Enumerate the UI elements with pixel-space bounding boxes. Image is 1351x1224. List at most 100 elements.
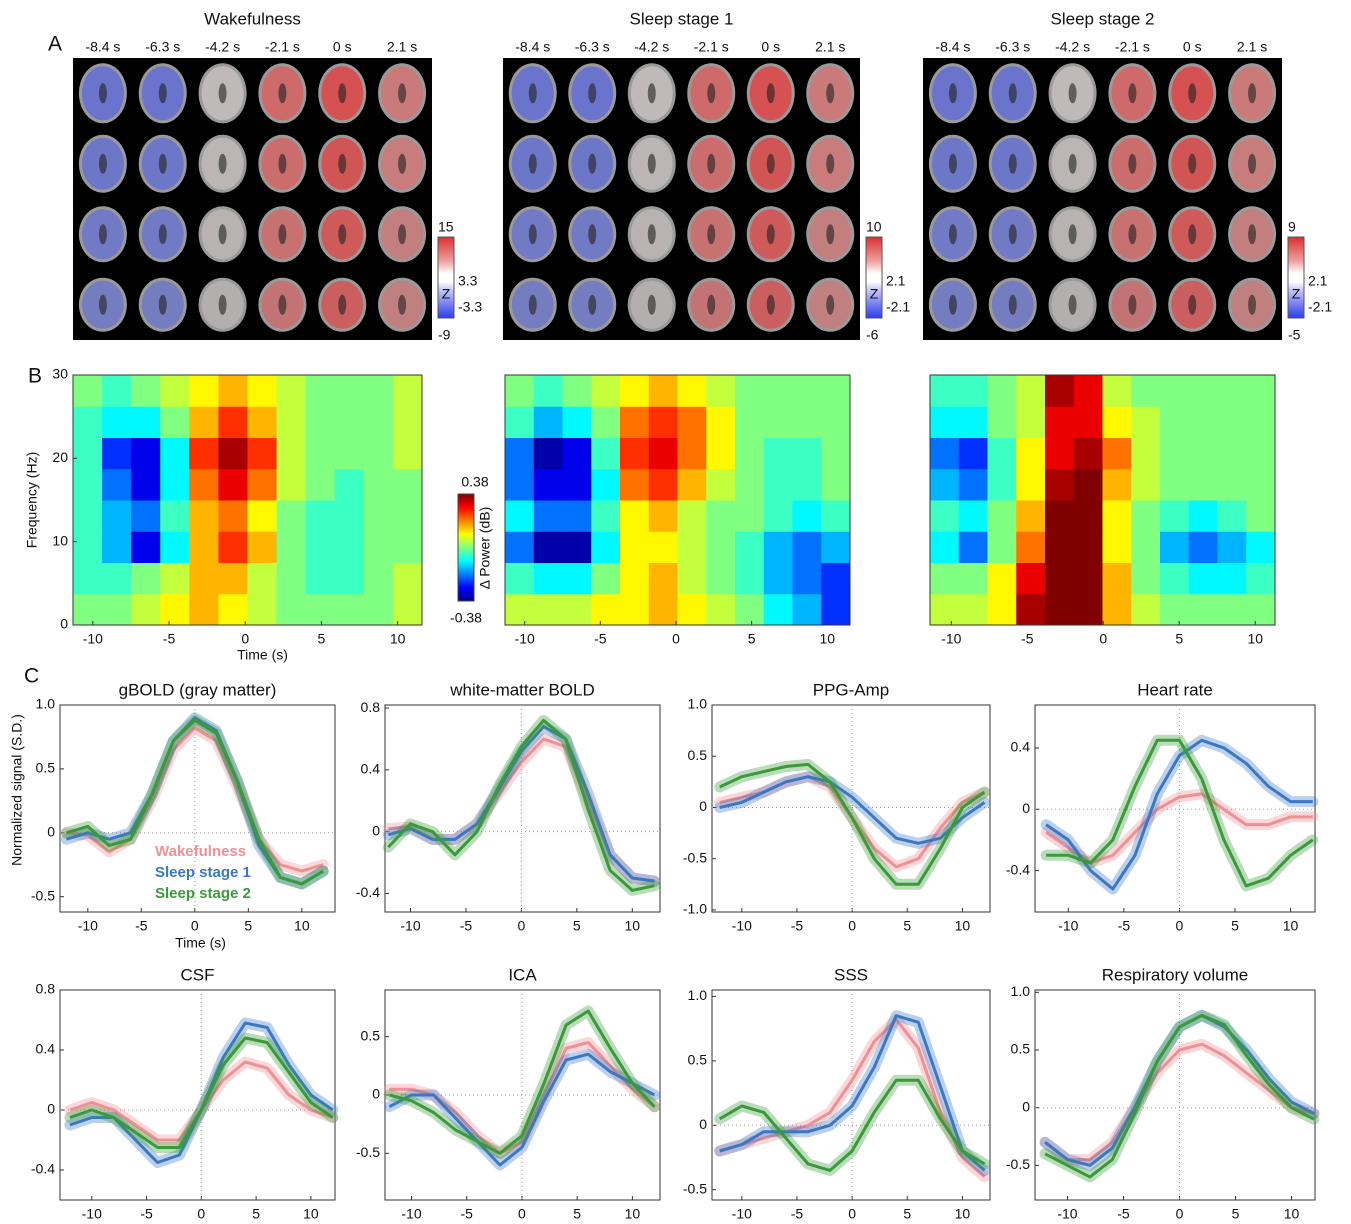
x-tick-label: -5 [791,918,804,934]
brain-ventricle [1068,224,1077,245]
heatmap-cell [648,437,678,470]
y-tick-label: 0.8 [36,981,56,997]
brain-ventricle [948,224,957,245]
brain-ventricle [1128,294,1137,315]
heatmap-cell [1131,531,1161,563]
heatmap-cell [247,562,278,595]
heatmap-cell [218,500,248,532]
heatmap-cell [677,500,707,532]
heatmap-cell [792,562,822,595]
heatmap-cell [677,406,707,438]
heatmap-cell [648,593,678,626]
x-tick-label: -10 [732,918,752,934]
brain-ventricle [338,224,347,245]
heatmap-cell [1102,406,1132,438]
heatmap-cell [792,406,822,438]
x-tick-label: 0 [1176,918,1184,934]
heatmap-cell [706,437,736,470]
heatmap-cell [392,468,423,501]
y-tick-label: 0.5 [36,760,56,776]
x-tick-label: -10 [83,631,103,647]
heatmap-cell [73,500,103,532]
legend-entry: Sleep stage 1 [155,864,251,881]
heatmap-cell [821,593,851,626]
heatmap-cell [821,500,851,532]
heatmap-cell [1160,468,1190,501]
heatmap-cell [1246,593,1276,626]
heatmap-cell [102,531,132,563]
heatmap-cell [1188,562,1218,595]
heatmap-cell [218,468,248,501]
heatmap-cell [1217,531,1247,563]
heatmap-cell [1102,593,1132,626]
heatmap-cell [276,437,307,470]
brain-ventricle [1008,294,1017,315]
heatmap-cell [763,468,793,501]
heatmap-cell [1188,531,1218,563]
heatmap-cell [1045,406,1075,438]
heatmap-cell [1016,375,1046,407]
heatmap-cell [677,437,707,470]
brain-ventricle [1188,153,1197,174]
heatmap-cell [987,593,1017,626]
heatmap-cell [1073,406,1103,438]
brain-ventricle [588,294,597,315]
heatmap-cell [930,437,960,470]
brain-panel [73,58,432,340]
heatmap-cell [363,406,394,438]
x-tick-label: 10 [1284,1206,1300,1222]
brain-panel [923,58,1282,340]
heatmap-cell [958,593,988,626]
y-tick-label: 1.0 [1011,983,1031,999]
series-line [388,1052,656,1167]
heatmap-cell [1073,437,1103,470]
heatmap-cell [930,562,960,595]
brain-ventricle [528,224,537,245]
heatmap-cell [363,531,394,563]
panel-label: A [48,33,62,56]
heatmap-cell [160,531,190,563]
y-tick-label: 0 [1022,1098,1030,1114]
x-tick-label: -5 [460,918,473,934]
heatmap-cell [591,531,621,563]
heatmap-cell [392,531,423,563]
heatmap-cell [131,437,161,470]
x-tick-label: 10 [390,631,406,647]
heatmap-cell [363,468,394,501]
colorbar [457,493,475,602]
panel-title: Sleep stage 1 [630,9,734,28]
x-tick-label: -10 [78,918,98,934]
brain-ventricle [278,153,287,174]
panel-label: C [24,665,39,688]
heatmap-cell [102,437,132,470]
heatmap-cell [505,500,535,532]
heatmap-cell [706,531,736,563]
heatmap-cell [677,562,707,595]
heatmap-cell [189,375,219,407]
y-axis-label: Frequency (Hz) [24,452,40,548]
series-line [1046,738,1314,888]
heatmap-cell [958,531,988,563]
series-line [1044,1042,1315,1162]
colorbar [437,236,455,319]
heatmap-cell [1131,406,1161,438]
x-tick-label: 5 [903,1206,911,1222]
brain-ventricle [218,294,227,315]
heatmap-cell [1160,375,1190,407]
plot-frame [72,374,423,626]
heatmap-cell [930,406,960,438]
y-tick-label: -0.5 [683,849,707,865]
x-tick-label: 5 [318,631,326,647]
heatmap-cell [987,468,1017,501]
heatmap-cell [73,593,103,626]
heatmap-cell [1188,500,1218,532]
heatmap-cell [1045,375,1075,407]
x-tick-label: -10 [401,1206,421,1222]
heatmap-cell [305,468,336,501]
x-tick-label: -10 [400,918,420,934]
y-tick-label: 0.4 [361,761,381,777]
y-tick-label: 0 [699,798,707,814]
heatmap-cell [987,500,1017,532]
heatmap-cell [102,375,132,407]
brain-ventricle [398,83,407,104]
